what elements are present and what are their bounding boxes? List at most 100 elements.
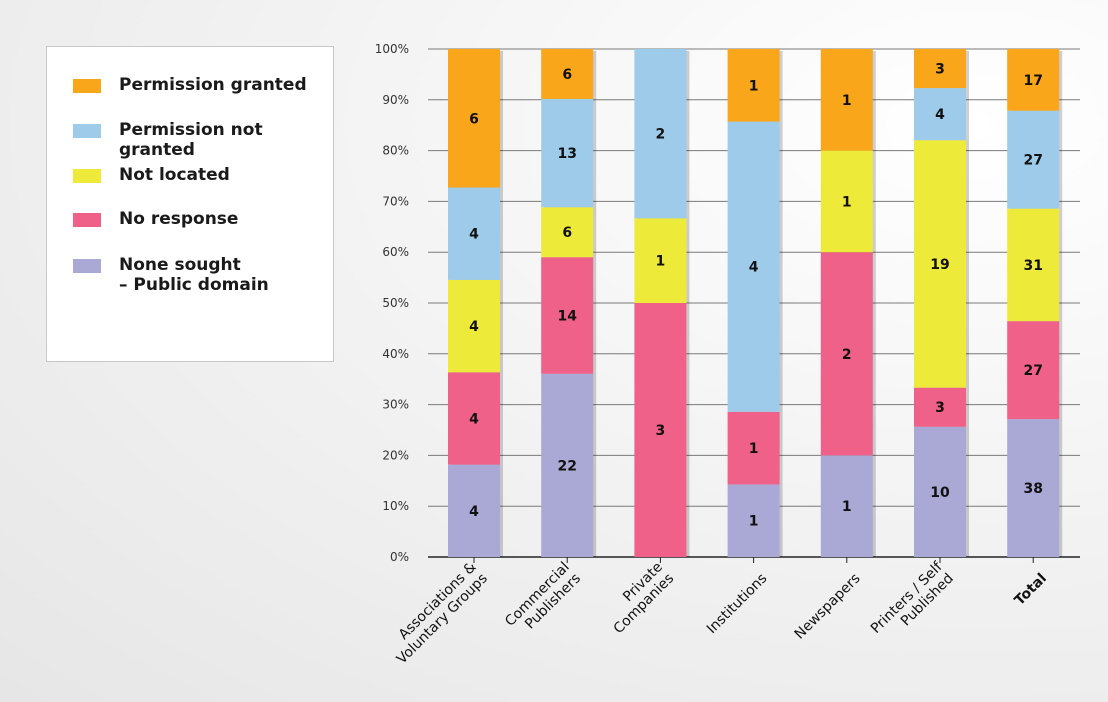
- legend-item-none-sought: None sought – Public domain: [73, 255, 269, 295]
- data-label: 1: [749, 514, 759, 530]
- x-tick-label: PrivateCompanies: [599, 559, 677, 637]
- data-label: 6: [469, 111, 479, 127]
- data-label: 1: [842, 194, 852, 210]
- x-tick-label-line: Total: [1012, 571, 1050, 609]
- x-tick-label-line: Institutions: [704, 571, 771, 638]
- bar-segment: [727, 121, 780, 412]
- data-label: 6: [562, 67, 572, 83]
- lavender-swatch-icon: [73, 259, 101, 273]
- y-tick-label: 40%: [382, 347, 409, 361]
- bar-segment: [541, 257, 594, 374]
- x-tick-label-line: Newspapers: [792, 571, 864, 643]
- data-label: 4: [469, 227, 479, 243]
- y-tick-label: 20%: [382, 448, 409, 462]
- bar-segment: [634, 303, 687, 557]
- legend-label: Permission granted: [119, 75, 307, 95]
- bar-segment: [727, 49, 780, 122]
- data-label: 1: [842, 499, 852, 515]
- data-label: 1: [842, 93, 852, 109]
- bar-segment: [727, 411, 780, 485]
- data-label: 3: [656, 423, 666, 439]
- x-tick-label: Institutions: [704, 571, 771, 638]
- data-label: 6: [562, 225, 572, 241]
- bar-segment: [1007, 419, 1060, 557]
- bar-segment: [914, 387, 966, 427]
- data-label: 2: [656, 127, 666, 143]
- y-tick-label: 100%: [375, 42, 409, 56]
- y-tick-label: 10%: [382, 499, 409, 513]
- data-label: 4: [469, 319, 479, 335]
- bar-segment: [820, 455, 873, 557]
- bar-segment: [820, 49, 873, 151]
- bar-segment: [634, 218, 687, 303]
- data-label: 4: [749, 260, 759, 276]
- bar-segment: [1007, 321, 1060, 420]
- bar-segment: [914, 140, 966, 388]
- y-tick-label: 90%: [382, 93, 409, 107]
- bar-segment: [448, 464, 500, 557]
- yellow-swatch-icon: [73, 169, 101, 183]
- legend-item-permission-granted: Permission granted: [73, 75, 307, 95]
- bar-segment: [448, 372, 500, 465]
- x-tick-label: Newspapers: [792, 571, 864, 643]
- bar-segment: [820, 150, 873, 253]
- data-label: 4: [469, 504, 479, 520]
- y-tick-label: 0%: [390, 550, 409, 564]
- data-label: 27: [1023, 153, 1042, 169]
- x-tick-label: CommercialPublishers: [502, 559, 584, 641]
- bar-segment: [448, 49, 500, 188]
- data-label: 10: [930, 485, 950, 501]
- x-tick-label: Total: [1012, 571, 1050, 609]
- data-label: 1: [656, 254, 666, 270]
- data-label: 38: [1023, 481, 1042, 497]
- bar-segment: [634, 49, 687, 219]
- bar-segment: [727, 484, 780, 557]
- data-label: 27: [1023, 363, 1042, 379]
- legend-item-permission-not-granted: Permission not granted: [73, 120, 333, 160]
- y-tick-label: 60%: [382, 245, 409, 259]
- data-label: 4: [469, 411, 479, 427]
- bar-segment: [1007, 208, 1060, 322]
- data-label: 22: [557, 458, 576, 474]
- bar-segment: [1007, 49, 1060, 111]
- bar-segment: [541, 98, 594, 208]
- data-label: 19: [930, 257, 949, 273]
- data-label: 4: [935, 107, 945, 123]
- data-label: 13: [557, 146, 576, 162]
- bar-segment: [448, 187, 500, 280]
- data-label: 1: [749, 441, 759, 457]
- data-label: 17: [1023, 73, 1042, 89]
- bar-segment: [914, 49, 966, 89]
- legend-label: Permission not granted: [119, 120, 263, 160]
- data-label: 31: [1023, 258, 1042, 274]
- legend-label: Not located: [119, 165, 230, 185]
- bar-segment: [541, 207, 594, 258]
- legend-label: None sought – Public domain: [119, 255, 269, 295]
- data-label: 3: [935, 62, 945, 78]
- blue-swatch-icon: [73, 124, 101, 138]
- orange-swatch-icon: [73, 79, 101, 93]
- data-label: 14: [557, 308, 577, 324]
- legend-item-no-response: No response: [73, 209, 238, 229]
- legend-label: No response: [119, 209, 239, 229]
- bar-segment: [914, 88, 966, 141]
- bar-segment: [1007, 110, 1060, 209]
- x-tick-label: Associations &Voluntary Groups: [383, 559, 491, 667]
- y-tick-label: 80%: [382, 144, 409, 158]
- legend-item-not-located: Not located: [73, 165, 230, 185]
- x-tick-label: Printers / SelfPublished: [868, 558, 958, 648]
- y-tick-label: 70%: [382, 194, 409, 208]
- bar-segment: [914, 426, 966, 557]
- bar-segment: [448, 279, 500, 373]
- bar-segment: [541, 373, 594, 557]
- data-label: 1: [749, 78, 759, 94]
- bar-segment: [541, 49, 594, 99]
- y-tick-label: 50%: [382, 296, 409, 310]
- legend: Permission granted Permission not grante…: [46, 46, 334, 362]
- pink-swatch-icon: [73, 213, 101, 227]
- data-label: 2: [842, 347, 852, 363]
- data-label: 3: [935, 400, 945, 416]
- bar-segment: [820, 252, 873, 456]
